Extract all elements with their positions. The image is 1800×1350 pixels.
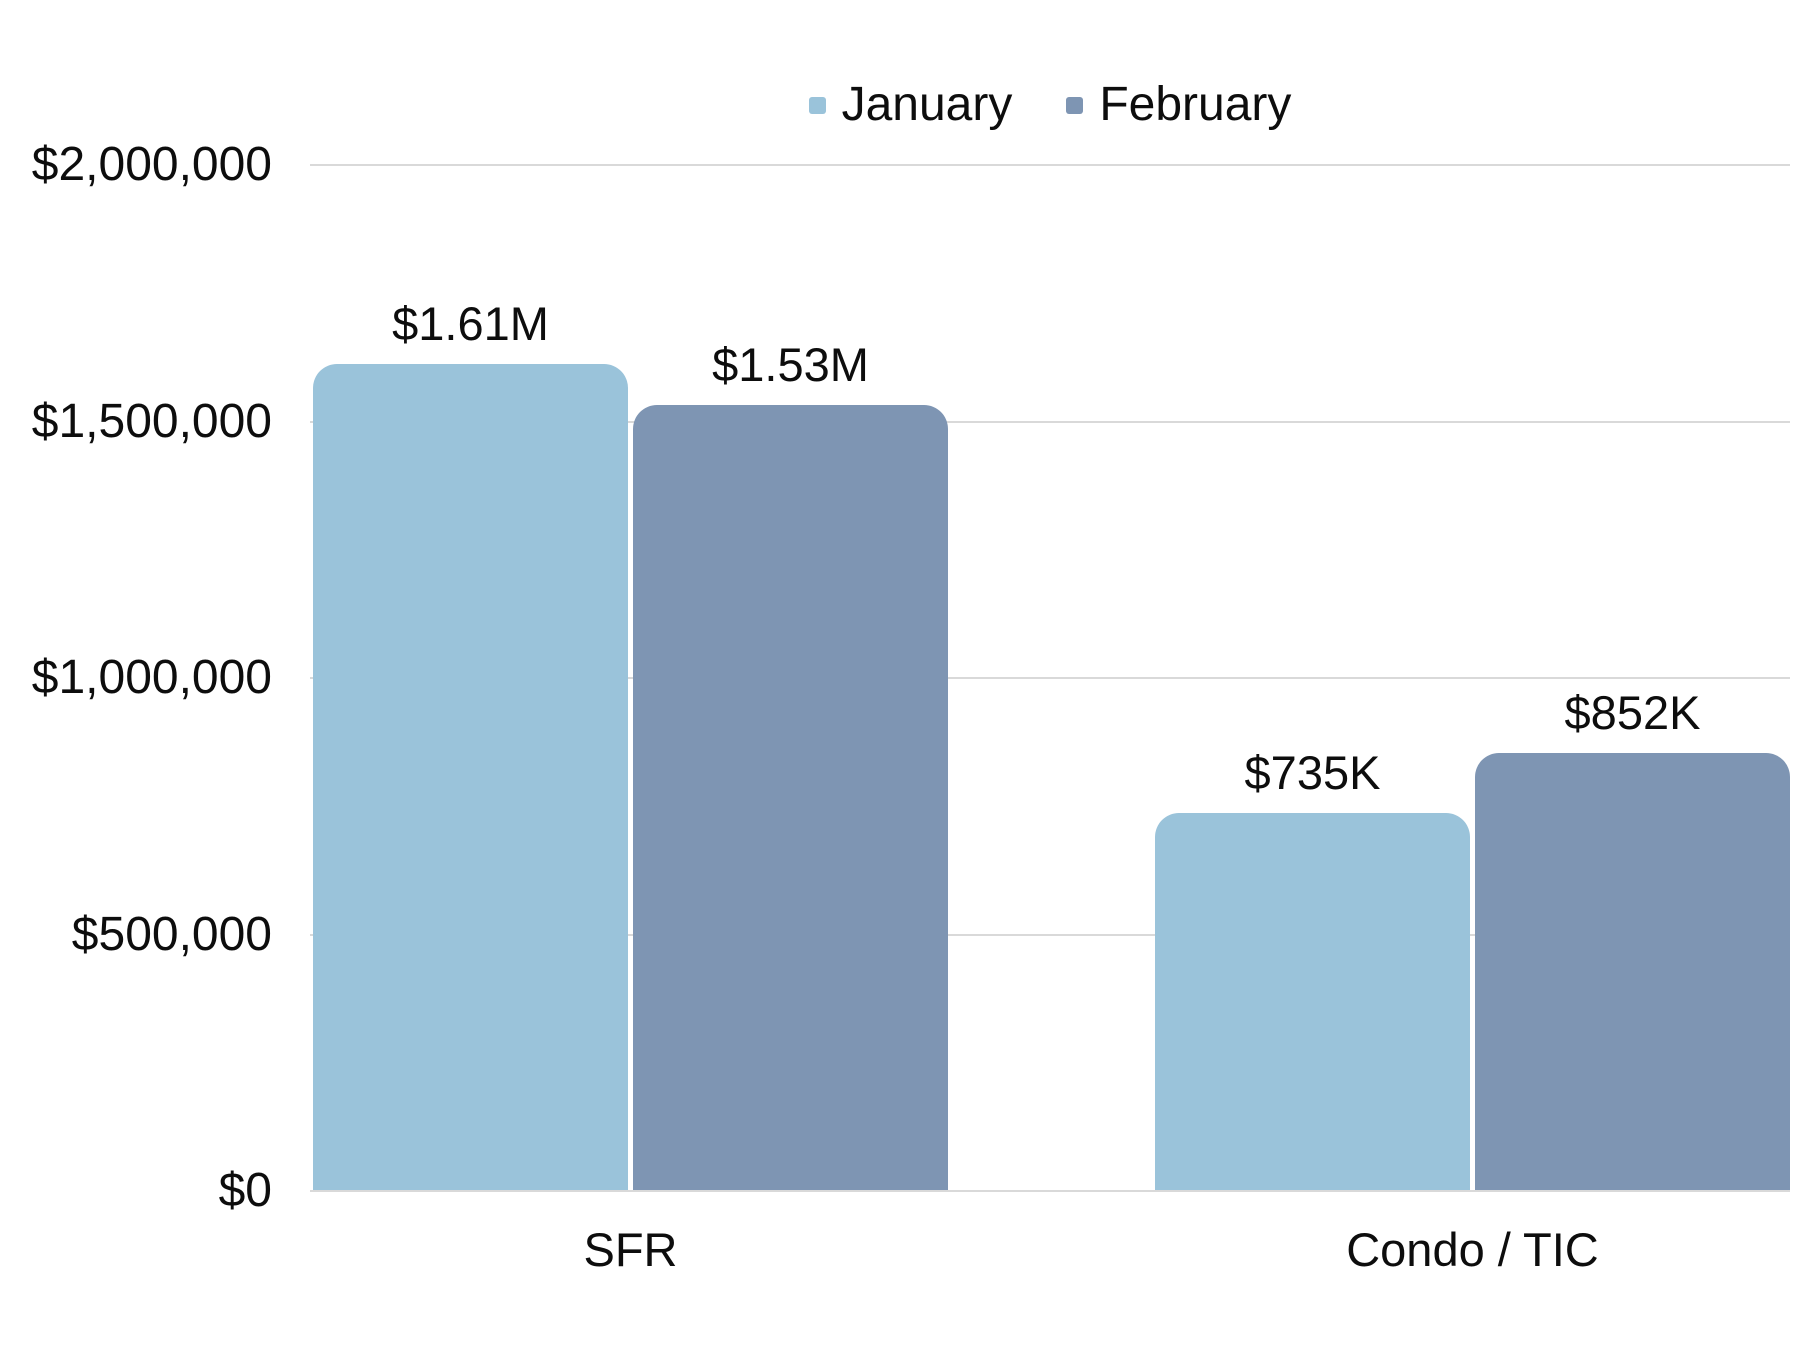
gridline-2 <box>310 677 1790 679</box>
legend-item-february: February <box>1066 81 1291 129</box>
y-axis-tick-label: $0 <box>218 1164 272 1217</box>
x-axis-category-label: SFR <box>583 1223 678 1276</box>
legend-item-january: January <box>808 78 1013 131</box>
y-axis-tick-label: $1,000,000 <box>31 651 272 704</box>
x-axis-category-label: Condo / TIC <box>1346 1223 1599 1276</box>
bar-value-label: $735K <box>1244 745 1381 799</box>
bar-value-label: $1.61M <box>392 297 549 351</box>
chart-legend: January February <box>310 70 1790 140</box>
gridline-4 <box>310 164 1790 166</box>
legend-label: February <box>1099 78 1292 131</box>
bar-value-label: $852K <box>1564 685 1701 739</box>
legend-swatch-icon <box>808 96 826 114</box>
bar-value-label: $1.53M <box>712 338 869 392</box>
y-axis-tick-label: $1,500,000 <box>31 394 272 448</box>
y-axis-tick-label: $2,000,000 <box>31 138 272 191</box>
legend-label: January <box>841 78 1013 131</box>
bar-january-1 <box>1155 812 1470 1190</box>
bar-february-1 <box>1475 752 1790 1190</box>
y-axis-tick-label: $500,000 <box>71 907 272 961</box>
gridline-3 <box>310 420 1790 423</box>
legend-swatch-icon <box>1066 96 1084 114</box>
gridline-0 <box>310 1190 1790 1192</box>
bar-january-0 <box>313 364 628 1190</box>
gridline-1 <box>310 933 1790 936</box>
bar-february-0 <box>633 405 948 1190</box>
